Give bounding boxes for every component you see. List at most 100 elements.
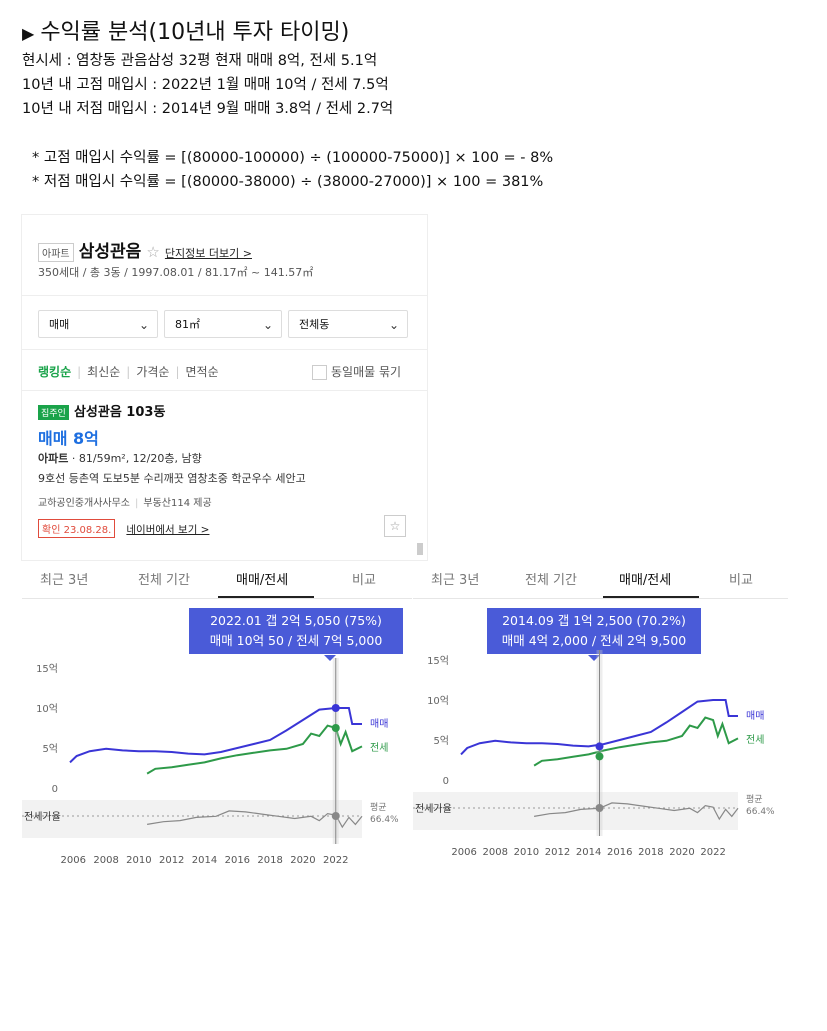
- tab-recent-3y[interactable]: 최근 3년: [431, 573, 480, 588]
- same-listing-toggle[interactable]: 동일매물 묶기: [312, 363, 401, 380]
- favorite-star-icon[interactable]: ☆: [146, 243, 160, 261]
- x-tick-label: 2016: [607, 847, 632, 858]
- area-value: 81㎡: [175, 318, 200, 331]
- x-tick-label: 2014: [576, 847, 601, 858]
- x-tick-label: 2010: [126, 855, 151, 866]
- divider: [22, 349, 427, 350]
- x-tick-label: 2006: [451, 847, 476, 858]
- chart-panel-2: 최근 3년 전체 기간 매매/전세 비교 2014.09 갭 1억 2,500 …: [413, 563, 803, 873]
- data-provider: 부동산114 제공: [143, 498, 212, 509]
- x-tick-label: 2020: [669, 847, 694, 858]
- divider: [22, 295, 427, 296]
- y-tick-label: 5억: [42, 743, 58, 755]
- tab-all-period[interactable]: 전체 기간: [525, 573, 577, 588]
- tab-all-period[interactable]: 전체 기간: [138, 573, 190, 588]
- y-tick-label: 15억: [36, 663, 58, 675]
- highlight-point-jeonse: [595, 752, 604, 761]
- highlight-point-sale: [595, 742, 604, 751]
- chart-panel-1: 최근 3년 전체 기간 매매/전세 비교 2022.01 갭 2억 5,050 …: [22, 563, 412, 873]
- listing-spec: 아파트 · 81/59m², 12/20층, 남향: [38, 450, 202, 466]
- y-tick-label: 10억: [36, 703, 58, 715]
- x-tick-label: 2012: [545, 847, 570, 858]
- sort-bar: 랭킹순 | 최신순 | 가격순 | 면적순: [38, 365, 219, 379]
- y-tick-label: 15억: [427, 655, 449, 667]
- x-tick-label: 2006: [61, 855, 86, 866]
- avg-value: 66.4%: [746, 807, 775, 817]
- ratio-band: [22, 800, 362, 838]
- avg-label: 평균: [370, 802, 387, 813]
- apt-type-tag: 아파트: [38, 243, 74, 262]
- x-tick-label: 2008: [93, 855, 118, 866]
- building-select[interactable]: 전체동 ⌄: [288, 310, 408, 338]
- title-text: 수익률 분석(10년내 투자 타이밍): [40, 20, 350, 45]
- x-tick-label: 2010: [514, 847, 539, 858]
- building-value: 전체동: [299, 318, 330, 331]
- listing-title: 삼성관음 103동: [73, 405, 166, 420]
- chevron-down-icon: ⌄: [138, 318, 149, 332]
- peak-buy-line: 10년 내 고점 매입시 : 2022년 1월 매매 10억 / 전세 7.5억: [22, 77, 389, 93]
- sort-price[interactable]: 가격순: [136, 365, 170, 379]
- listing-price: 매매 8억: [38, 429, 99, 448]
- x-tick-label: 2016: [225, 855, 250, 866]
- ratio-label: 전세가율: [24, 811, 61, 823]
- y-tick-label: 0: [443, 776, 449, 787]
- x-tick-label: 2022: [700, 847, 725, 858]
- checkbox[interactable]: [312, 365, 327, 380]
- highlight-point-sale: [331, 704, 340, 712]
- tooltip-arrow: [588, 655, 600, 661]
- active-tab-underline: [603, 596, 699, 598]
- spec-detail: · 81/59m², 12/20층, 남향: [68, 452, 202, 465]
- confirm-date-badge: 확인 23.08.28.: [38, 519, 116, 538]
- sale-price-line: [460, 699, 738, 756]
- sort-area[interactable]: 면적순: [185, 365, 219, 379]
- series-label-jeonse: 전세: [370, 742, 388, 754]
- divider: [22, 598, 412, 599]
- scrollbar-thumb[interactable]: [417, 543, 423, 555]
- sort-latest[interactable]: 최신순: [87, 365, 121, 379]
- tab-sale-jeonse[interactable]: 매매/전세: [236, 573, 289, 588]
- chevron-down-icon: ⌄: [388, 318, 399, 332]
- complex-summary: 350세대 / 총 3동 / 1997.08.01 / 81.17㎡ ~ 141…: [38, 266, 314, 279]
- tab-recent-3y[interactable]: 최근 3년: [40, 573, 89, 588]
- divider: [413, 598, 788, 599]
- tab-compare[interactable]: 비교: [729, 573, 753, 588]
- listing-item[interactable]: 집주인 삼성관음 103동: [38, 401, 165, 420]
- area-select[interactable]: 81㎡ ⌄: [164, 310, 282, 338]
- complex-info-link[interactable]: 단지정보 더보기 >: [164, 247, 252, 260]
- sort-ranking[interactable]: 랭킹순: [38, 365, 72, 379]
- tab-compare[interactable]: 비교: [352, 573, 376, 588]
- agency-line: 교하공인중개사사무소 | 부동산114 제공: [38, 498, 212, 509]
- y-tick-label: 0: [52, 784, 58, 795]
- bullet-triangle-icon: ▶: [22, 24, 35, 43]
- tooltip-price-line: 매매 4억 2,000 / 전세 2억 9,500: [501, 633, 687, 648]
- tooltip-gap-line: 2022.01 갭 2억 5,050 (75%): [210, 613, 382, 628]
- naver-view-link[interactable]: 네이버에서 보기 >: [126, 524, 210, 536]
- x-tick-label: 2018: [638, 847, 663, 858]
- avg-label: 평균: [746, 794, 763, 805]
- x-tick-label: 2020: [290, 855, 315, 866]
- highlight-point-jeonse: [331, 724, 340, 732]
- listing-description: 9호선 등촌역 도보5분 수리깨끗 염창초중 학군우수 세안고: [38, 472, 306, 485]
- jeonse-ratio-line: [533, 802, 739, 821]
- chevron-down-icon: ⌄: [262, 318, 273, 332]
- jeonse-price-line: [533, 716, 739, 767]
- jeonse-ratio-line: [147, 810, 363, 829]
- x-tick-label: 2022: [323, 855, 348, 866]
- apt-name: 삼성관음: [78, 242, 142, 262]
- agency-name: 교하공인중개사사무소: [38, 498, 130, 509]
- apt-header: 아파트 삼성관음 ☆ 단지정보 더보기 >: [38, 237, 252, 262]
- tab-sale-jeonse[interactable]: 매매/전세: [619, 573, 672, 588]
- peak-return-formula: * 고점 매입시 수익률 = [(80000-100000) ÷ (100000…: [32, 150, 554, 166]
- sale-price-line: [69, 707, 362, 764]
- spec-type: 아파트: [38, 452, 69, 465]
- highlight-point-ratio: [595, 804, 604, 812]
- same-listing-label: 동일매물 묶기: [331, 365, 402, 379]
- jeonse-price-line: [146, 724, 363, 775]
- trade-type-select[interactable]: 매매 ⌄: [38, 310, 158, 338]
- current-price-line: 현시세 : 염창동 관음삼성 32평 현재 매매 8억, 전세 5.1억: [22, 53, 378, 69]
- owner-badge: 집주인: [38, 405, 69, 420]
- bookmark-star-icon[interactable]: ☆: [384, 515, 406, 537]
- low-return-formula: * 저점 매입시 수익률 = [(80000-38000) ÷ (38000-2…: [32, 174, 544, 190]
